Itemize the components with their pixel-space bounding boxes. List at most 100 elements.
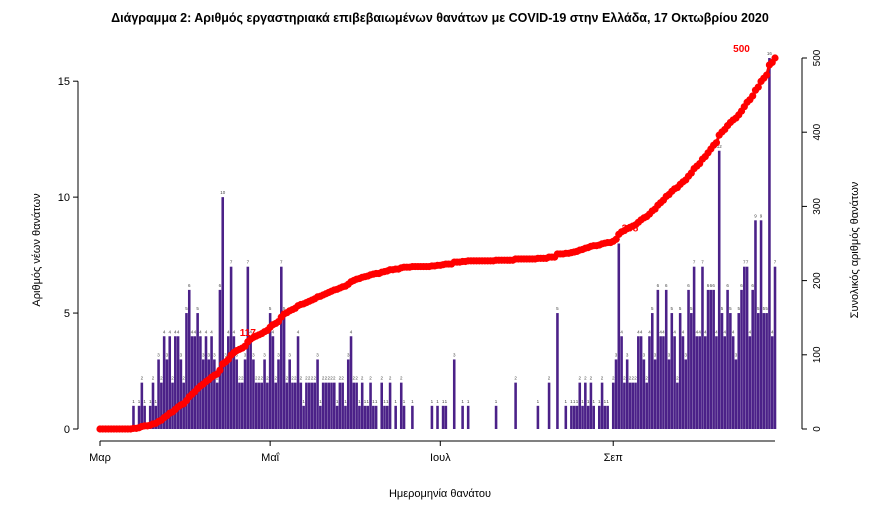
bar [218, 289, 222, 430]
bar [174, 336, 177, 429]
bar-value-label: 1 [411, 399, 414, 404]
bar-value-label: 4 [227, 329, 230, 334]
bar-value-label: 1 [367, 399, 370, 404]
bar-value-label: 2 [238, 376, 241, 381]
bar [581, 405, 584, 429]
bar-value-label: 2 [355, 376, 358, 381]
annotation-label: 500 [733, 44, 750, 55]
bar [333, 382, 336, 430]
bar [316, 359, 319, 429]
bar [701, 266, 704, 429]
bar [765, 313, 768, 429]
bar [201, 359, 205, 429]
bar [346, 359, 350, 429]
bar [280, 266, 283, 429]
bar-value-label: 5 [765, 306, 768, 311]
bar [266, 382, 269, 430]
bar-value-label: 2 [548, 376, 551, 381]
bar-value-label: 1 [461, 399, 464, 404]
bar-value-label: 2 [601, 376, 604, 381]
bar-value-label: 16 [767, 51, 773, 56]
bar [263, 359, 266, 429]
bar-value-label: 12 [717, 144, 723, 149]
bar-value-label: 4 [350, 329, 353, 334]
bar-value-label: 7 [247, 260, 250, 265]
bar-value-label: 4 [199, 329, 202, 334]
bar-value-label: 4 [194, 329, 197, 334]
bar-value-label: 4 [210, 329, 213, 334]
bar [656, 289, 660, 430]
bar-value-label: 1 [336, 399, 339, 404]
bar [341, 382, 344, 430]
bar [726, 289, 729, 430]
bar [260, 382, 264, 430]
bar [302, 405, 305, 429]
bar-value-label: 2 [152, 376, 155, 381]
bar [372, 405, 375, 429]
bar [291, 382, 294, 430]
bar-value-label: 5 [690, 306, 693, 311]
bar [762, 313, 766, 429]
bar [645, 382, 648, 430]
bar [344, 405, 347, 429]
bar [213, 359, 216, 429]
bar-value-label: 2 [590, 376, 593, 381]
bar-value-label: 4 [205, 329, 208, 334]
annotations: 117 258 500 [240, 44, 751, 339]
bar [600, 382, 604, 430]
bar [536, 405, 540, 429]
bar-value-label: 2 [258, 376, 261, 381]
bar-value-label: 2 [369, 376, 372, 381]
bar-value-label: 1 [155, 399, 158, 404]
bar-value-label: 6 [751, 283, 754, 288]
bar [706, 289, 710, 430]
y-tick-label-right: 500 [812, 49, 823, 66]
bar-value-label: 3 [347, 352, 350, 357]
bar-value-label: 3 [643, 352, 646, 357]
bar [374, 405, 378, 429]
bar [634, 382, 637, 430]
bar [386, 405, 389, 429]
bar [282, 313, 286, 429]
bar [215, 382, 219, 430]
cumulative-point [763, 71, 771, 79]
bar-value-label: 3 [202, 352, 205, 357]
bar-value-label: 3 [180, 352, 183, 357]
bar [441, 405, 445, 429]
bar [165, 359, 169, 429]
bar [715, 336, 718, 429]
bar [770, 336, 774, 429]
bar [330, 382, 333, 430]
bar [768, 58, 771, 429]
bar-value-label: 2 [333, 376, 336, 381]
bar [210, 336, 213, 429]
bar-value-label: 6 [665, 283, 668, 288]
bar-value-label: 3 [277, 352, 280, 357]
bar [653, 359, 657, 429]
bar [143, 405, 146, 429]
bar-value-label: 3 [224, 352, 227, 357]
bar [572, 405, 576, 429]
bar-value-label: 2 [274, 376, 277, 381]
bar [140, 382, 144, 430]
bar-value-label: 1 [149, 399, 152, 404]
bar [229, 266, 233, 429]
bar-value-label: 2 [294, 376, 297, 381]
bar-value-label: 4 [749, 329, 752, 334]
bar [360, 382, 364, 430]
bar-value-label: 4 [640, 329, 643, 334]
bar-value-label: 1 [573, 399, 576, 404]
bar [430, 405, 434, 429]
bar [578, 382, 582, 430]
y-tick-label-right: 300 [812, 198, 823, 215]
bar [547, 382, 551, 430]
bar [327, 382, 331, 430]
bar-value-label: 4 [659, 329, 662, 334]
bar [620, 336, 623, 429]
x-axis-label: Ημερομηνία θανάτου [389, 488, 491, 500]
bar-value-label: 6 [710, 283, 713, 288]
bar [388, 382, 392, 430]
bar [271, 336, 275, 429]
x-tick-label: Σεπ [604, 452, 624, 464]
